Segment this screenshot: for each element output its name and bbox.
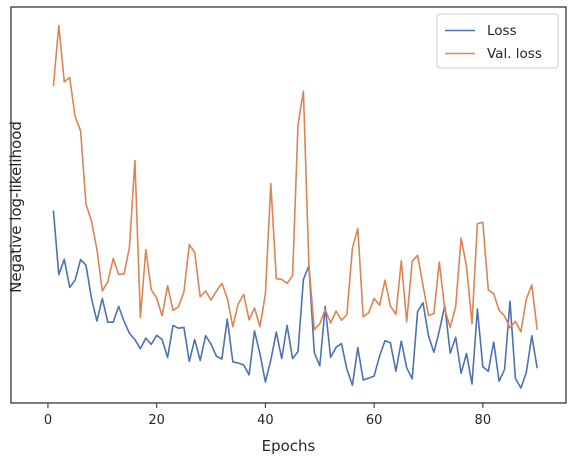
x-axis-ticks: 0 20 40 60 80 [44,403,491,428]
series-line-val-loss [52,24,538,333]
x-tick-label: 0 [44,413,52,428]
legend-label-val-loss: Val. loss [487,46,542,62]
series-lines [52,24,538,389]
x-tick-label: 60 [366,413,383,428]
y-axis-label: Negative log-likelihood [7,121,25,293]
series-line-loss [52,210,538,389]
x-tick-label: 40 [257,413,274,428]
legend-box [436,13,559,69]
x-tick-label: 80 [475,413,492,428]
plot-frame [10,6,567,404]
legend-label-loss: Loss [487,23,517,39]
legend: Loss Val. loss [436,13,559,69]
x-axis-label: Epochs [262,437,316,455]
x-tick-label: 20 [148,413,165,428]
